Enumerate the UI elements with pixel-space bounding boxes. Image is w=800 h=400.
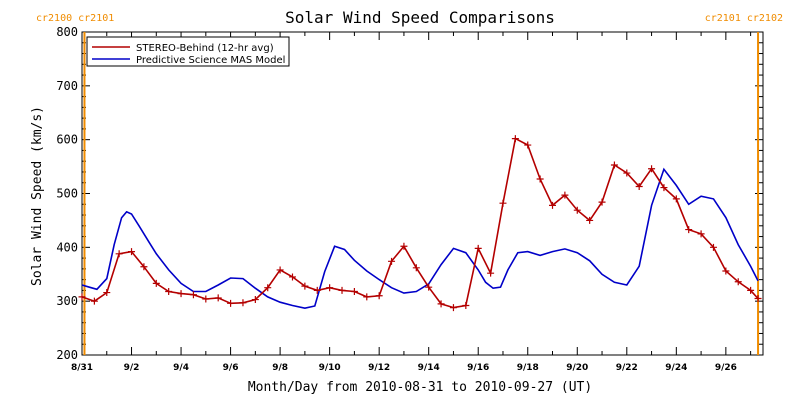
data-point bbox=[623, 169, 631, 177]
data-point bbox=[685, 226, 693, 234]
y-tick-label: 800 bbox=[56, 25, 78, 39]
data-point bbox=[140, 263, 148, 271]
data-point bbox=[301, 282, 309, 290]
data-point bbox=[177, 290, 185, 298]
data-point bbox=[722, 267, 730, 275]
legend-label-stereo: STEREO-Behind (12-hr avg) bbox=[136, 43, 274, 54]
data-point bbox=[189, 291, 197, 299]
y-tick-label: 500 bbox=[56, 187, 78, 201]
x-tick-label: 9/24 bbox=[665, 363, 687, 373]
data-point bbox=[165, 287, 173, 295]
data-point bbox=[214, 294, 222, 302]
x-tick-label: 9/10 bbox=[319, 363, 341, 373]
data-point bbox=[115, 250, 123, 258]
data-point bbox=[499, 199, 507, 207]
legend: STEREO-Behind (12-hr avg) Predictive Sci… bbox=[86, 36, 290, 67]
data-point bbox=[709, 243, 717, 251]
data-point bbox=[462, 301, 470, 309]
y-tick-label: 600 bbox=[56, 133, 78, 147]
data-point bbox=[350, 287, 358, 295]
data-point bbox=[425, 283, 433, 291]
x-tick-label: 9/26 bbox=[715, 363, 737, 373]
x-tick-label: 9/8 bbox=[272, 363, 288, 373]
data-point bbox=[598, 198, 606, 206]
data-point bbox=[524, 141, 532, 149]
x-axis-label: Month/Day from 2010-08-31 to 2010-09-27 … bbox=[248, 380, 592, 395]
data-point bbox=[239, 299, 247, 307]
data-point bbox=[754, 294, 762, 302]
carrington-label-right: cr2101 cr2102 bbox=[705, 13, 783, 24]
x-tick-label: 9/18 bbox=[517, 363, 539, 373]
data-point bbox=[437, 300, 445, 308]
x-tick-label: 9/2 bbox=[124, 363, 140, 373]
y-tick-label: 400 bbox=[56, 240, 78, 254]
data-point bbox=[536, 175, 544, 183]
x-tick-label: 9/22 bbox=[616, 363, 638, 373]
data-point bbox=[660, 184, 668, 192]
data-point bbox=[635, 183, 643, 191]
y-axis-label: Solar Wind Speed (km/s) bbox=[30, 106, 45, 286]
x-tick-label: 9/14 bbox=[418, 363, 440, 373]
data-series bbox=[78, 135, 762, 312]
data-point bbox=[549, 201, 557, 209]
x-axis: 8/31 9/2 9/4 9/6 9/8 9/10 9/12 9/14 9/16 9/18 9/20… bbox=[71, 32, 752, 373]
chart-title: Solar Wind Speed Comparisons bbox=[285, 8, 555, 27]
data-point bbox=[227, 299, 235, 307]
data-point bbox=[78, 293, 86, 301]
legend-label-model: Predictive Science MAS Model bbox=[136, 55, 285, 66]
series-line-stereo-behind-12-hr-avg bbox=[81, 137, 759, 309]
data-point bbox=[511, 135, 519, 143]
data-point bbox=[561, 191, 569, 199]
data-point bbox=[610, 161, 618, 169]
x-tick-label: 8/31 bbox=[71, 363, 93, 373]
data-point bbox=[388, 257, 396, 265]
data-point bbox=[474, 244, 482, 252]
data-point bbox=[128, 248, 136, 256]
data-point bbox=[375, 292, 383, 300]
data-point bbox=[573, 206, 581, 214]
data-point bbox=[90, 297, 98, 305]
y-axis: 200 300 400 500 600 700 800 bbox=[56, 25, 763, 362]
data-point bbox=[288, 273, 296, 281]
x-tick-label: 9/4 bbox=[173, 363, 189, 373]
legend-box bbox=[86, 36, 290, 67]
data-point bbox=[734, 278, 742, 286]
carrington-label-left: cr2100 cr2101 bbox=[36, 13, 114, 24]
data-point bbox=[251, 296, 259, 304]
x-tick-label: 9/6 bbox=[223, 363, 239, 373]
plot-frame bbox=[81, 31, 764, 356]
carrington-markers bbox=[83, 32, 760, 355]
data-point bbox=[400, 242, 408, 250]
series-line-predictive-science-mas-model bbox=[81, 167, 759, 310]
data-point bbox=[152, 279, 160, 287]
data-point bbox=[747, 286, 755, 294]
data-point bbox=[264, 284, 272, 292]
data-point bbox=[586, 216, 594, 224]
y-tick-label: 700 bbox=[56, 79, 78, 93]
data-point bbox=[363, 293, 371, 301]
x-tick-label: 9/12 bbox=[368, 363, 390, 373]
data-point bbox=[487, 269, 495, 277]
y-tick-label: 200 bbox=[56, 348, 78, 362]
data-point bbox=[313, 286, 321, 294]
data-point bbox=[103, 289, 111, 297]
data-point bbox=[697, 230, 705, 238]
data-point bbox=[202, 295, 210, 303]
data-point bbox=[338, 286, 346, 294]
x-tick-label: 9/16 bbox=[467, 363, 489, 373]
y-tick-label: 300 bbox=[56, 294, 78, 308]
data-point bbox=[449, 304, 457, 312]
data-point bbox=[648, 165, 656, 173]
data-point bbox=[326, 284, 334, 292]
data-point bbox=[276, 266, 284, 274]
data-point bbox=[412, 264, 420, 272]
x-tick-label: 9/20 bbox=[566, 363, 588, 373]
data-point bbox=[672, 195, 680, 203]
